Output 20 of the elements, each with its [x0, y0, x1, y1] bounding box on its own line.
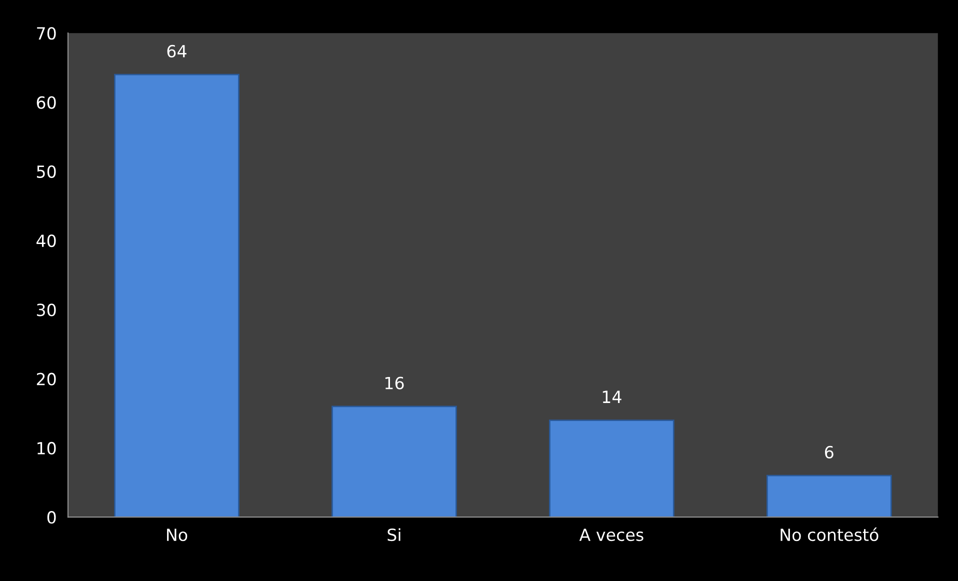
y-tick-label: 40 — [36, 234, 56, 248]
y-tick-label: 30 — [36, 304, 56, 316]
y-tick-label: 50 — [36, 165, 56, 178]
bar — [766, 474, 892, 518]
bar — [332, 406, 457, 518]
bar — [549, 420, 674, 518]
x-tick-label: Si — [388, 528, 400, 542]
y-tick-label: 0 — [47, 511, 56, 524]
data-label: 14 — [602, 390, 622, 403]
y-tick-label: 20 — [36, 372, 56, 386]
data-label: 6 — [825, 446, 834, 458]
y-tick-label: 70 — [37, 27, 56, 40]
y-tick-label: 10 — [38, 442, 56, 455]
x-tick-label: No contestó — [780, 528, 878, 542]
data-label: 16 — [385, 376, 404, 390]
y-tick-label: 60 — [36, 96, 56, 109]
x-tick-label: No — [167, 528, 188, 542]
data-label: 64 — [167, 44, 186, 58]
bar — [114, 74, 240, 518]
x-tick-label: A veces — [579, 528, 644, 542]
